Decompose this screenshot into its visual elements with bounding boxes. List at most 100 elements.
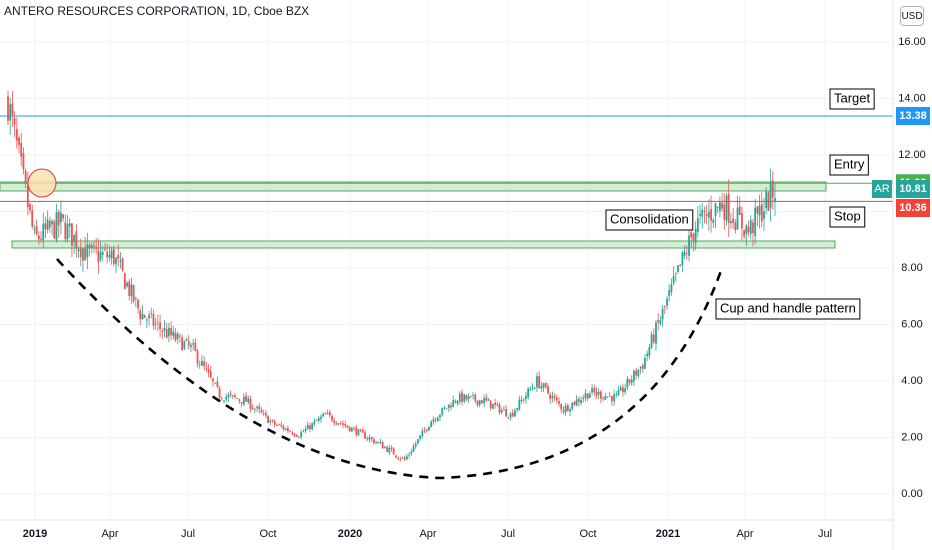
candle-body xyxy=(542,383,545,388)
candle-body xyxy=(183,341,186,349)
candle-body xyxy=(335,423,338,425)
candle-body xyxy=(247,398,250,403)
candle-body xyxy=(738,206,741,216)
candle-body xyxy=(77,249,80,251)
candle-body xyxy=(423,430,426,431)
annotation-consolidation-box xyxy=(605,209,694,231)
time-tick-label: Apr xyxy=(419,528,436,540)
candle-body xyxy=(765,191,768,209)
candle-body xyxy=(249,399,252,409)
candle-body xyxy=(562,409,565,412)
candle-body xyxy=(313,421,316,424)
annotation-stop: Stop xyxy=(829,206,866,228)
candle-body xyxy=(527,388,530,398)
candle-body xyxy=(503,409,505,411)
candle-body xyxy=(428,426,430,431)
candle-body xyxy=(652,334,655,343)
candle-body xyxy=(679,264,682,266)
candle-body xyxy=(615,394,618,396)
candle-body xyxy=(185,339,188,341)
candle-body xyxy=(320,416,322,420)
candle-body xyxy=(35,226,38,235)
candle-body xyxy=(723,204,726,220)
candle-body xyxy=(399,458,402,460)
candle-body xyxy=(520,399,523,402)
candle-body xyxy=(408,454,411,456)
candle-body xyxy=(15,129,18,141)
candle-body xyxy=(364,432,366,439)
candle-body xyxy=(441,407,444,415)
candle-body xyxy=(635,370,638,376)
candle-body xyxy=(681,252,684,266)
candle-body xyxy=(298,437,300,438)
candle-body xyxy=(26,185,29,208)
annotation-entry: Entry xyxy=(829,154,869,176)
annotation-target: Target xyxy=(829,88,875,110)
candle-body xyxy=(577,398,580,402)
candle-body xyxy=(406,456,408,460)
candle-body xyxy=(696,218,699,232)
candle-body xyxy=(469,396,472,397)
candle-body xyxy=(139,310,142,320)
candle-body xyxy=(701,209,704,217)
candle-body xyxy=(516,408,519,411)
candle-body xyxy=(278,424,280,426)
candle-body xyxy=(439,414,441,418)
candle-body xyxy=(514,410,516,417)
candle-body xyxy=(287,428,289,432)
candle-body xyxy=(741,213,743,229)
candle-body xyxy=(269,420,272,423)
candle-body xyxy=(412,446,415,452)
candle-body xyxy=(491,403,494,409)
candle-body xyxy=(661,308,664,320)
candle-body xyxy=(630,379,633,384)
candle-body xyxy=(626,378,629,388)
candle-body xyxy=(284,428,287,431)
candle-body xyxy=(683,251,686,256)
candle-body xyxy=(494,402,496,405)
candle-body xyxy=(688,235,690,256)
time-tick-label: Apr xyxy=(736,528,753,540)
currency-button[interactable]: USD xyxy=(900,6,924,26)
candle-body xyxy=(414,443,417,447)
price-badge-label: 10.81 xyxy=(899,183,927,195)
candle-body xyxy=(657,320,660,323)
candle-body xyxy=(333,420,336,423)
candle-body xyxy=(104,248,106,250)
candle-body xyxy=(13,117,16,125)
candle-body xyxy=(666,298,668,306)
candle-body xyxy=(302,431,305,433)
annotation-pattern-text: Cup and handle pattern xyxy=(720,300,856,315)
candle-body xyxy=(339,422,342,424)
candle-body xyxy=(53,221,56,239)
candle-body xyxy=(386,446,388,452)
candle-body xyxy=(538,375,541,389)
candle-body xyxy=(88,245,91,248)
candle-body xyxy=(311,423,314,430)
candle-body xyxy=(388,447,391,453)
candle-body xyxy=(500,410,503,413)
time-tick-label: Oct xyxy=(259,528,276,540)
candle-body xyxy=(646,353,649,357)
time-tick-label: Jul xyxy=(501,528,515,540)
candle-body xyxy=(123,273,126,290)
candle-body xyxy=(326,413,329,415)
candle-body xyxy=(410,451,413,454)
candle-body xyxy=(436,417,439,422)
candle-body xyxy=(342,423,344,425)
candle-body xyxy=(181,337,184,351)
candle-body xyxy=(560,404,563,410)
candle-body xyxy=(430,421,433,428)
candle-body xyxy=(465,395,468,400)
time-tick-label: Jul xyxy=(181,528,195,540)
candle-body xyxy=(214,382,217,384)
candle-body xyxy=(192,343,195,345)
candle-body xyxy=(372,439,375,444)
candle-body xyxy=(344,424,347,426)
candle-body xyxy=(478,400,481,405)
price-badge-label: 10.36 xyxy=(899,202,927,214)
candle-body xyxy=(443,407,446,409)
annotation-stop-box xyxy=(829,206,866,228)
candle-body xyxy=(564,405,567,413)
